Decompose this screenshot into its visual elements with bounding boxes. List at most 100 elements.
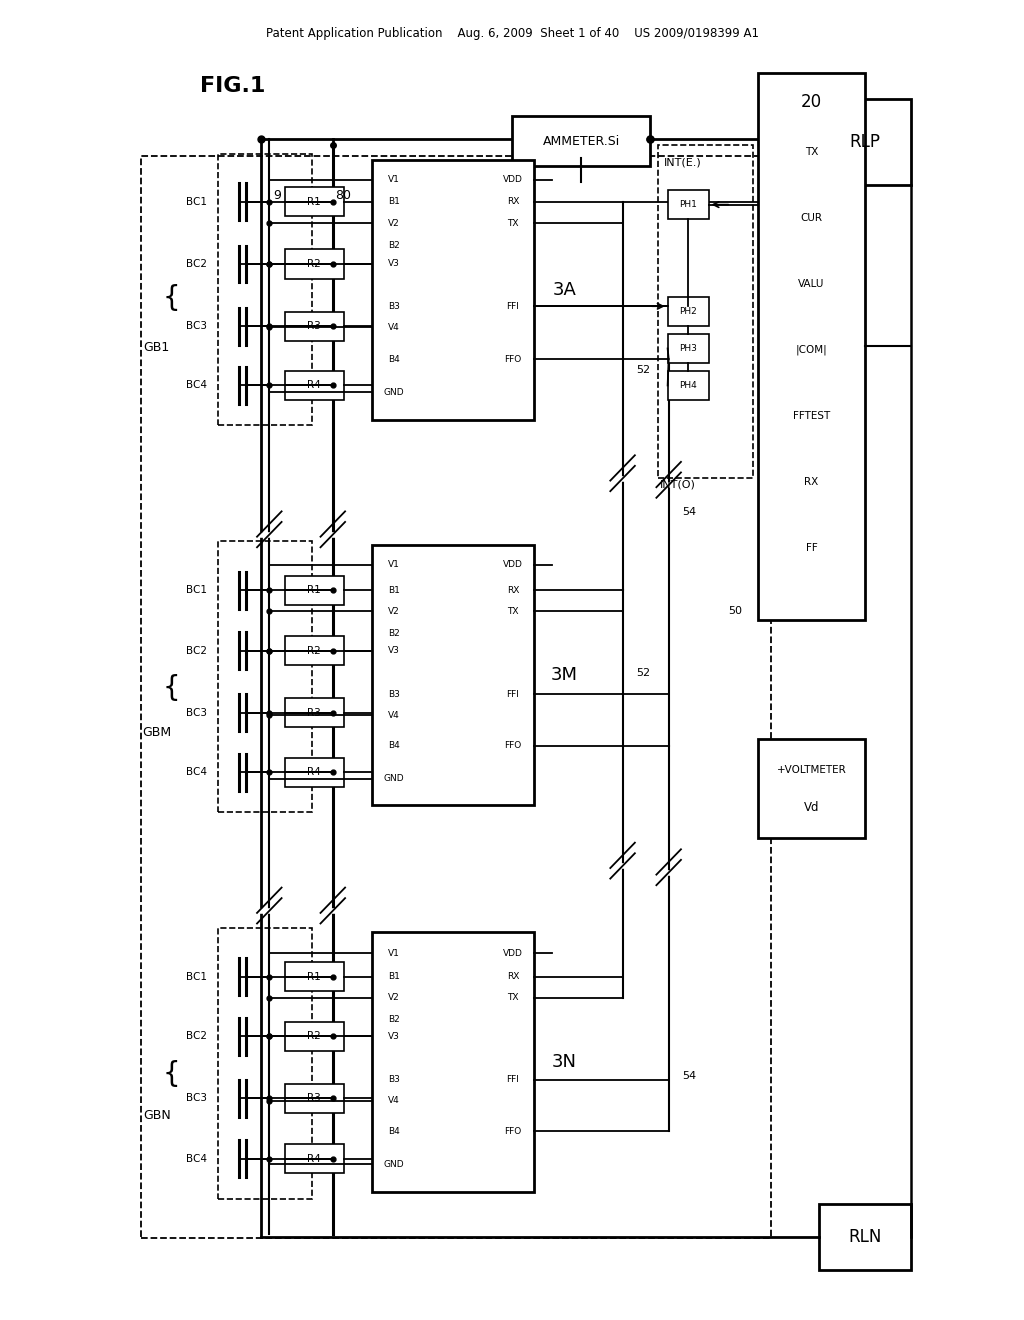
Text: FFI: FFI <box>507 690 519 698</box>
Text: R3: R3 <box>307 321 322 331</box>
Text: {: { <box>162 284 180 313</box>
Text: INT(E.): INT(E.) <box>665 157 701 168</box>
Text: R2: R2 <box>307 645 322 656</box>
Text: INT(O): INT(O) <box>659 479 696 490</box>
Text: FFO: FFO <box>505 1127 521 1135</box>
Bar <box>819 1204 911 1270</box>
Text: GND: GND <box>384 1160 404 1168</box>
Text: V3: V3 <box>388 260 400 268</box>
Text: B1: B1 <box>388 198 400 206</box>
Text: TX: TX <box>805 147 818 157</box>
Text: FFO: FFO <box>505 742 521 750</box>
Text: VALU: VALU <box>799 279 824 289</box>
Text: R1: R1 <box>307 197 322 207</box>
Text: Patent Application Publication    Aug. 6, 2009  Sheet 1 of 40    US 2009/0198399: Patent Application Publication Aug. 6, 2… <box>265 26 759 40</box>
Text: B1: B1 <box>388 973 400 981</box>
Bar <box>668 297 709 326</box>
Text: 54: 54 <box>682 1071 696 1081</box>
Text: V4: V4 <box>388 323 400 331</box>
Bar <box>372 932 534 1192</box>
Text: BC1: BC1 <box>186 972 207 982</box>
Text: V1: V1 <box>388 176 400 183</box>
Bar <box>285 962 344 991</box>
Text: R1: R1 <box>307 972 322 982</box>
Text: FFO: FFO <box>505 355 521 363</box>
Text: B3: B3 <box>388 302 400 310</box>
Text: TX: TX <box>507 607 519 615</box>
Text: VDD: VDD <box>503 176 523 183</box>
Text: BC2: BC2 <box>186 259 207 269</box>
Text: B2: B2 <box>388 1015 400 1023</box>
Text: RLN: RLN <box>849 1228 882 1246</box>
Text: TX: TX <box>507 219 519 227</box>
Text: R2: R2 <box>307 1031 322 1041</box>
Text: 3N: 3N <box>552 1053 577 1071</box>
Text: R3: R3 <box>307 1093 322 1104</box>
Bar <box>668 371 709 400</box>
Text: R2: R2 <box>307 259 322 269</box>
Bar <box>819 99 911 185</box>
Text: V1: V1 <box>388 949 400 957</box>
Text: BC4: BC4 <box>186 380 207 391</box>
Text: PH2: PH2 <box>679 308 697 315</box>
Text: 3M: 3M <box>551 667 578 684</box>
Bar <box>285 371 344 400</box>
Text: RX: RX <box>507 586 519 594</box>
Text: VDD: VDD <box>503 561 523 569</box>
Text: 52: 52 <box>636 668 650 678</box>
Text: BC3: BC3 <box>186 1093 207 1104</box>
Text: B3: B3 <box>388 1076 400 1084</box>
Bar <box>285 249 344 279</box>
Bar <box>668 334 709 363</box>
Bar <box>285 187 344 216</box>
Text: V2: V2 <box>388 219 400 227</box>
Bar <box>141 156 771 1238</box>
Text: RX: RX <box>507 198 519 206</box>
Text: BC3: BC3 <box>186 708 207 718</box>
Text: B2: B2 <box>388 630 400 638</box>
Text: V4: V4 <box>388 1097 400 1105</box>
Bar <box>285 1144 344 1173</box>
Text: GB1: GB1 <box>143 341 170 354</box>
Text: BC1: BC1 <box>186 585 207 595</box>
Text: BC3: BC3 <box>186 321 207 331</box>
Text: R4: R4 <box>307 1154 322 1164</box>
Text: B4: B4 <box>388 355 400 363</box>
Text: FF: FF <box>806 543 817 553</box>
Text: BC4: BC4 <box>186 1154 207 1164</box>
Bar <box>285 698 344 727</box>
Text: FIG.1: FIG.1 <box>200 75 265 96</box>
Text: PH4: PH4 <box>679 381 697 389</box>
Text: {: { <box>162 673 180 702</box>
Text: V2: V2 <box>388 607 400 615</box>
Text: 20: 20 <box>801 92 822 111</box>
Text: B4: B4 <box>388 1127 400 1135</box>
Text: 9: 9 <box>273 189 282 202</box>
Text: B2: B2 <box>388 242 400 249</box>
Text: 52: 52 <box>636 364 650 375</box>
Bar <box>285 1084 344 1113</box>
Text: R3: R3 <box>307 708 322 718</box>
Text: R1: R1 <box>307 585 322 595</box>
Text: GND: GND <box>384 775 404 783</box>
Text: RX: RX <box>805 477 818 487</box>
Bar <box>758 739 865 838</box>
Text: PH3: PH3 <box>679 345 697 352</box>
Text: |COM|: |COM| <box>796 345 827 355</box>
Text: BC1: BC1 <box>186 197 207 207</box>
Bar <box>285 312 344 341</box>
Bar <box>218 928 312 1199</box>
Bar <box>218 541 312 812</box>
Text: VDD: VDD <box>503 949 523 957</box>
Text: BC4: BC4 <box>186 767 207 777</box>
Bar <box>372 160 534 420</box>
Text: CUR: CUR <box>801 213 822 223</box>
Text: GBN: GBN <box>142 1109 171 1122</box>
Text: 80: 80 <box>335 189 351 202</box>
Text: B4: B4 <box>388 742 400 750</box>
Text: V1: V1 <box>388 561 400 569</box>
Text: V3: V3 <box>388 647 400 655</box>
Text: AMMETER.Si: AMMETER.Si <box>543 135 620 148</box>
Bar <box>758 73 865 620</box>
Bar <box>372 545 534 805</box>
